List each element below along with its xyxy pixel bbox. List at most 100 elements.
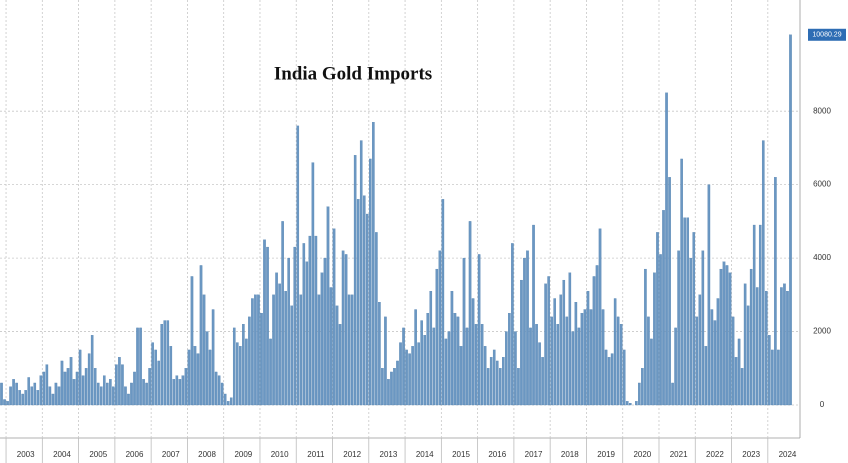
- bar: [635, 401, 638, 406]
- bar: [737, 338, 741, 406]
- bar: [647, 316, 650, 406]
- bar: [378, 302, 381, 406]
- bar: [704, 346, 708, 406]
- bar: [550, 316, 553, 406]
- bar: [432, 327, 436, 406]
- bar: [598, 228, 602, 406]
- bar: [783, 283, 786, 406]
- bar: [668, 177, 671, 406]
- bar: [229, 397, 233, 406]
- bar: [417, 342, 420, 406]
- bar: [36, 390, 40, 406]
- bar: [535, 324, 538, 406]
- bar: [789, 34, 792, 406]
- bar: [275, 272, 278, 406]
- bar: [0, 382, 3, 406]
- bar: [574, 302, 578, 406]
- bar: [202, 294, 206, 406]
- bar: [372, 122, 375, 406]
- bar: [511, 243, 514, 406]
- bar: [662, 210, 665, 406]
- bar: [547, 276, 550, 406]
- bar: [239, 346, 242, 406]
- bar: [710, 309, 714, 406]
- bar: [384, 316, 387, 406]
- bar: [405, 349, 408, 406]
- bar: [638, 382, 641, 406]
- bar: [193, 346, 197, 406]
- bar: [553, 298, 557, 406]
- bar: [641, 368, 644, 406]
- bar: [266, 246, 269, 406]
- bar: [9, 386, 12, 406]
- bar: [683, 217, 686, 406]
- bar: [523, 257, 526, 406]
- bar: [245, 338, 248, 406]
- bar: [24, 390, 27, 406]
- x-tick-label: 2004: [53, 450, 71, 459]
- bar: [124, 386, 127, 406]
- bar: [462, 257, 466, 406]
- bar: [459, 346, 463, 406]
- bar: [15, 382, 18, 406]
- bar: [695, 316, 699, 406]
- bar: [375, 232, 378, 406]
- bar: [713, 320, 717, 406]
- bar: [777, 349, 780, 406]
- bar: [423, 335, 427, 406]
- bar: [226, 401, 230, 406]
- bar: [102, 375, 106, 406]
- bar: [290, 305, 294, 406]
- bar: [399, 342, 402, 406]
- bar: [311, 162, 315, 406]
- bar: [544, 283, 547, 406]
- bar: [329, 287, 333, 406]
- bar: [142, 379, 145, 406]
- bar: [761, 140, 765, 406]
- y-tick-label: 0: [820, 400, 825, 409]
- bar: [387, 379, 390, 406]
- bar: [251, 298, 254, 406]
- bar: [157, 360, 161, 406]
- bar: [659, 254, 662, 406]
- bar: [133, 371, 136, 406]
- x-tick-label: 2014: [416, 450, 434, 459]
- bar: [698, 294, 702, 406]
- bar: [175, 375, 179, 406]
- bar: [130, 382, 133, 406]
- x-tick-label: 2017: [525, 450, 543, 459]
- bar: [69, 357, 73, 406]
- bar: [390, 371, 393, 406]
- bar: [453, 313, 457, 406]
- x-tick-label: 2013: [380, 450, 398, 459]
- bar: [613, 298, 617, 406]
- bar: [296, 125, 300, 406]
- bar: [211, 309, 215, 406]
- bar: [347, 294, 351, 406]
- bar: [568, 272, 572, 406]
- bar: [616, 316, 620, 406]
- x-tick-label: 2006: [126, 450, 144, 459]
- bar: [456, 316, 460, 406]
- bar: [489, 357, 493, 406]
- bar: [235, 342, 239, 406]
- bar: [257, 294, 260, 406]
- bar: [622, 349, 626, 406]
- bar: [447, 331, 451, 406]
- bar: [42, 371, 46, 406]
- bar: [498, 368, 502, 406]
- bar: [118, 357, 121, 406]
- x-tick-label: 2024: [779, 450, 797, 459]
- bar: [365, 213, 369, 406]
- bar: [21, 393, 24, 406]
- x-tick-label: 2018: [561, 450, 579, 459]
- bar: [151, 342, 154, 406]
- bar: [653, 272, 656, 406]
- y-tick-label: 2000: [813, 327, 831, 336]
- bar: [232, 327, 236, 406]
- bar: [314, 235, 318, 406]
- bar: [127, 393, 130, 406]
- bar: [541, 357, 544, 406]
- bar: [414, 309, 417, 406]
- bar: [495, 360, 499, 406]
